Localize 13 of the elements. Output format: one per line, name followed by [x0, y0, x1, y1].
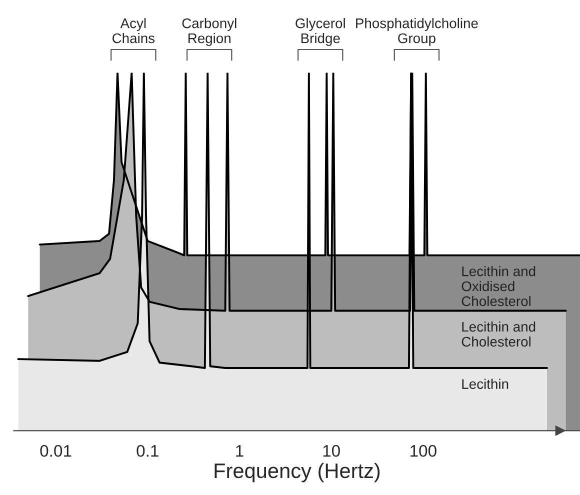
x-tick-label: 1: [236, 445, 244, 457]
series-label: Lecithin: [462, 378, 508, 389]
x-tick-label: 0.01: [40, 444, 72, 457]
x-tick-label: 100: [410, 444, 436, 457]
text: Phosphatidylcholine Group: [356, 18, 478, 46]
x-tick-label: 0.1: [136, 444, 158, 457]
text: Carbonyl Region: [182, 18, 236, 46]
text: Glycerol Bridge: [296, 18, 345, 46]
x-axis-title: Frequency (Hertz): [214, 462, 380, 482]
x-tick-label: 10: [323, 444, 340, 457]
series-label: Lecithin and Oxidised Cholesterol: [462, 266, 536, 306]
text: Acyl Chains: [112, 18, 155, 44]
series-label: Lecithin and Cholesterol: [462, 321, 536, 347]
